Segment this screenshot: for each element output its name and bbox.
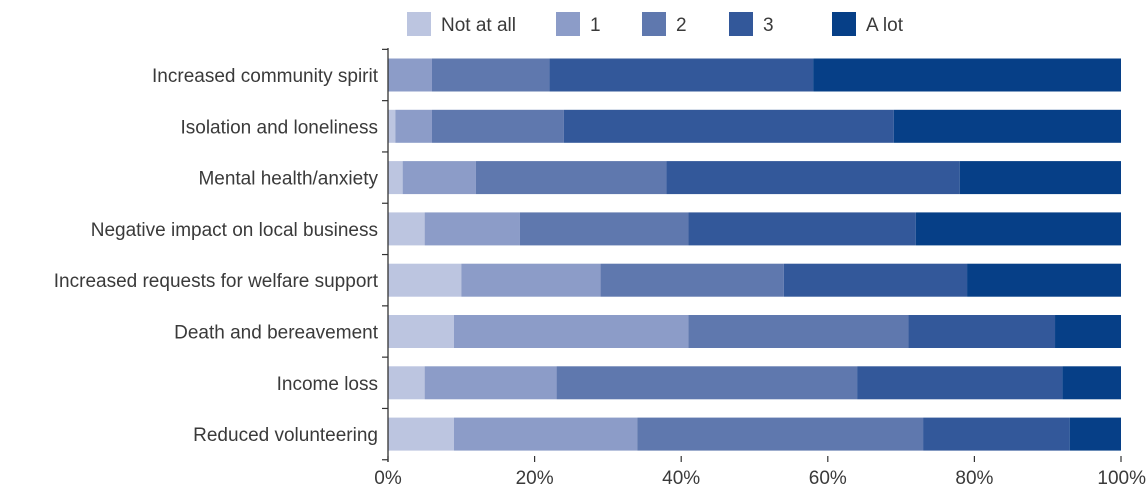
legend-swatch-3 xyxy=(642,12,666,36)
bar-segment-8-5 xyxy=(1069,417,1121,451)
category-label: Negative impact on local business xyxy=(91,220,378,241)
x-tick-label: 80% xyxy=(955,468,993,488)
bar-segment-6-1 xyxy=(388,315,454,348)
bar-segment-6-4 xyxy=(908,315,1056,348)
bars xyxy=(388,58,1121,451)
bar-segment-7-1 xyxy=(388,366,425,400)
x-tick-label: 100% xyxy=(1097,468,1146,488)
bar-segment-5-2 xyxy=(461,263,601,297)
legend-label-5: A lot xyxy=(866,15,904,36)
bar-segment-3-4 xyxy=(666,161,960,195)
legend-label-4: 3 xyxy=(763,15,774,36)
bar-segment-6-5 xyxy=(1055,315,1121,348)
category-label: Increased requests for welfare support xyxy=(54,271,379,292)
bar-segment-2-2 xyxy=(395,109,432,143)
bar-segment-5-5 xyxy=(967,263,1121,297)
bar-segment-6-3 xyxy=(688,315,909,348)
bar-segment-7-4 xyxy=(857,366,1063,400)
x-axis: 0% 20% 40% 60% 80% 100% xyxy=(374,48,1146,488)
bar-segment-8-4 xyxy=(923,417,1070,451)
bar-segment-6-2 xyxy=(453,315,689,348)
bar-segment-1-5 xyxy=(813,58,1121,92)
category-labels: Increased community spirit Isolation and … xyxy=(54,66,379,446)
category-label: Mental health/anxiety xyxy=(198,169,378,190)
bar-segment-1-2 xyxy=(388,58,432,92)
bar-segment-5-3 xyxy=(600,263,784,297)
bar-segment-7-5 xyxy=(1062,366,1121,400)
bar-segment-4-1 xyxy=(388,212,425,246)
category-label: Death and bereavement xyxy=(174,323,379,344)
legend-label-2: 1 xyxy=(590,15,601,36)
bar-segment-5-4 xyxy=(783,263,968,297)
bar-segment-2-3 xyxy=(431,109,564,143)
legend-label-1: Not at all xyxy=(441,15,516,36)
bar-segment-5-1 xyxy=(388,263,462,297)
bar-segment-7-2 xyxy=(424,366,557,400)
bar-segment-4-2 xyxy=(424,212,520,246)
bar-segment-8-2 xyxy=(453,417,638,451)
x-tick-label: 20% xyxy=(516,468,554,488)
bar-segment-1-3 xyxy=(431,58,550,92)
bar-segment-3-2 xyxy=(402,161,476,195)
legend: Not at all 1 2 3 A lot xyxy=(407,12,904,36)
legend-swatch-2 xyxy=(556,12,580,36)
category-label: Isolation and loneliness xyxy=(180,117,378,138)
bar-segment-1-4 xyxy=(549,58,814,92)
category-label: Increased community spirit xyxy=(152,66,379,87)
bar-segment-4-5 xyxy=(915,212,1121,246)
bar-segment-8-1 xyxy=(388,417,454,451)
bar-segment-3-5 xyxy=(959,161,1121,195)
bar-segment-8-3 xyxy=(637,417,924,451)
bar-segment-3-1 xyxy=(388,161,403,195)
x-tick-label: 0% xyxy=(374,468,402,488)
bar-segment-2-4 xyxy=(563,109,894,143)
x-tick-label: 40% xyxy=(662,468,700,488)
bar-segment-7-3 xyxy=(556,366,858,400)
bar-segment-4-4 xyxy=(688,212,916,246)
bar-segment-2-5 xyxy=(893,109,1121,143)
bar-segment-2-1 xyxy=(388,109,396,143)
legend-swatch-5 xyxy=(832,12,856,36)
bar-segment-3-3 xyxy=(475,161,667,195)
x-tick-label: 60% xyxy=(809,468,847,488)
category-label: Reduced volunteering xyxy=(193,425,378,446)
bar-segment-4-3 xyxy=(519,212,689,246)
legend-swatch-4 xyxy=(729,12,753,36)
category-label: Income loss xyxy=(277,374,378,395)
legend-swatch-1 xyxy=(407,12,431,36)
legend-label-3: 2 xyxy=(676,15,687,36)
